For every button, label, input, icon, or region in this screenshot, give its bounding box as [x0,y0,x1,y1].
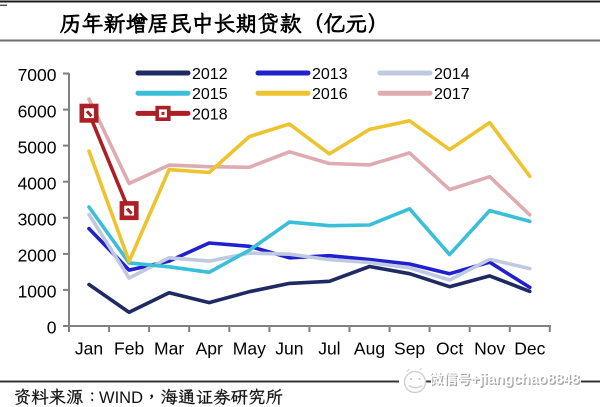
svg-text:2018: 2018 [192,106,228,123]
svg-text:+jiangchao8848: +jiangchao8848 [472,373,580,389]
svg-text:+jiangchao8848: +jiangchao8848 [471,372,579,388]
svg-text:Jun: Jun [275,339,303,359]
svg-text:Jan: Jan [75,339,103,359]
svg-text:1000: 1000 [18,282,57,302]
svg-text:2013: 2013 [312,66,348,83]
svg-text:2012: 2012 [192,66,228,83]
svg-text:Sep: Sep [394,339,425,359]
svg-text:2014: 2014 [434,66,470,83]
svg-text:May: May [233,339,266,359]
svg-text:7000: 7000 [18,65,57,85]
svg-text:Jul: Jul [318,339,340,359]
svg-text:Aug: Aug [354,339,385,359]
svg-text:4000: 4000 [18,173,57,193]
svg-text:6000: 6000 [18,101,57,121]
svg-text:2017: 2017 [434,86,470,103]
svg-text:2016: 2016 [312,86,348,103]
svg-text:2000: 2000 [18,246,57,266]
svg-text:Apr: Apr [196,339,223,359]
svg-text:2015: 2015 [192,86,228,103]
svg-text:0: 0 [47,318,57,338]
svg-text:3000: 3000 [18,210,57,230]
svg-text:Nov: Nov [474,339,505,359]
svg-text:Dec: Dec [514,339,545,359]
svg-text:Feb: Feb [114,339,144,359]
svg-text:Mar: Mar [154,339,184,359]
svg-text:Oct: Oct [436,339,463,359]
svg-text:5000: 5000 [18,137,57,157]
svg-text:WIND: WIND [99,389,143,407]
